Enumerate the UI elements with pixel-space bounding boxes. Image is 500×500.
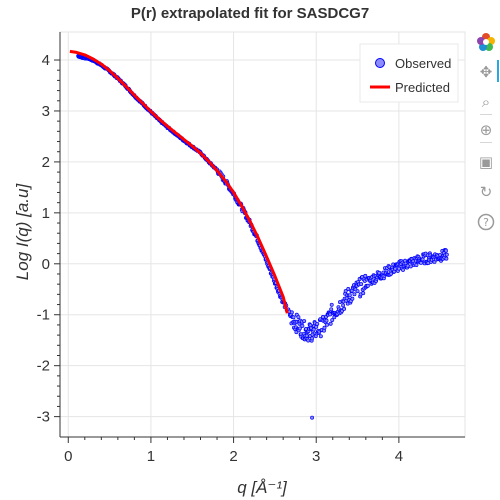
observed-point	[324, 318, 329, 323]
observed-point	[318, 334, 323, 339]
predicted-line	[69, 49, 289, 314]
x-axis-label: q [Å⁻¹]	[237, 478, 288, 497]
x-tick-label: 0	[64, 448, 72, 465]
observed-point	[296, 315, 301, 319]
y-axis-label: Log I(q) [a.u]	[13, 183, 32, 281]
legend: Observed Predicted	[359, 43, 459, 103]
observed-point	[302, 319, 307, 323]
observed-point	[297, 326, 302, 331]
observed-point	[320, 315, 325, 319]
observed-point	[315, 321, 320, 326]
plot-toolbar: ✥ ⌕ ⊕ ▣ ↻ ?	[470, 30, 500, 270]
observed-point	[342, 306, 347, 311]
observed-point	[352, 292, 357, 297]
observed-point	[361, 291, 366, 296]
observed-point	[393, 266, 398, 271]
y-tick-label: -2	[37, 358, 50, 375]
observed-point	[359, 282, 364, 287]
y-tick-label: 1	[42, 205, 50, 222]
observed-point	[346, 287, 351, 291]
toolbar-separator	[480, 142, 492, 143]
box-zoom-tool-icon[interactable]: ⌕	[481, 93, 491, 111]
observed-point	[304, 333, 309, 338]
save-tool-icon[interactable]: ▣	[478, 153, 494, 171]
observed-point	[325, 322, 330, 327]
active-tool-indicator	[497, 60, 499, 82]
observed-point	[322, 325, 327, 330]
legend-box	[359, 43, 459, 103]
bokeh-logo-icon[interactable]	[476, 32, 496, 52]
observed-point	[330, 318, 335, 323]
observed-point	[310, 336, 315, 341]
y-tick-label: 0	[42, 256, 50, 273]
chart-title: P(r) extrapolated fit for SASDCG7	[131, 5, 369, 22]
observed-point	[329, 302, 334, 307]
legend-observed-marker	[375, 58, 385, 68]
help-tool-icon[interactable]: ?	[476, 212, 496, 232]
observed-point	[291, 315, 296, 320]
y-tick-label: 2	[42, 154, 50, 171]
observed-point	[328, 321, 333, 326]
legend-observed-label: Observed	[395, 56, 451, 71]
pan-tool-icon[interactable]: ✥	[479, 63, 493, 81]
y-tick-label: -1	[37, 307, 50, 324]
observed-point	[300, 323, 305, 328]
observed-point	[343, 289, 348, 294]
observed-point	[401, 267, 405, 272]
toolbar-separator	[480, 114, 492, 115]
x-tick-label: 4	[395, 448, 403, 465]
observed-point	[311, 327, 316, 332]
observed-point	[329, 307, 334, 312]
observed-point	[365, 283, 370, 288]
observed-point	[444, 252, 449, 257]
y-tick-label: 3	[42, 103, 50, 120]
observed-point	[347, 293, 352, 298]
observed-point	[444, 256, 449, 261]
observed-point	[289, 310, 294, 315]
reset-tool-icon[interactable]: ↻	[479, 183, 493, 201]
x-tick-label: 1	[147, 448, 155, 465]
observed-point	[310, 415, 315, 420]
observed-point	[355, 289, 360, 294]
y-tick-label: -3	[37, 409, 50, 426]
x-tick-label: 3	[312, 448, 320, 465]
observed-point	[306, 338, 311, 343]
observed-point	[396, 266, 401, 271]
plot-area[interactable]	[69, 49, 449, 420]
observed-point	[408, 264, 413, 269]
legend-predicted-label: Predicted	[395, 80, 450, 95]
x-tick-label: 2	[229, 448, 237, 465]
observed-point	[350, 296, 355, 301]
observed-point	[363, 273, 368, 278]
observed-point	[414, 263, 419, 267]
grid-lines	[60, 32, 465, 437]
observed-point	[341, 303, 346, 308]
wheel-zoom-tool-icon[interactable]: ⊕	[479, 121, 493, 139]
svg-text:?: ?	[483, 216, 489, 229]
observed-point	[444, 248, 448, 253]
observed-point	[377, 270, 382, 275]
observed-point	[405, 263, 410, 268]
axes: 0 1 2 3 4 -3 -2 -1 0 1 2 3 4	[37, 32, 465, 465]
y-tick-label: 4	[42, 52, 50, 69]
